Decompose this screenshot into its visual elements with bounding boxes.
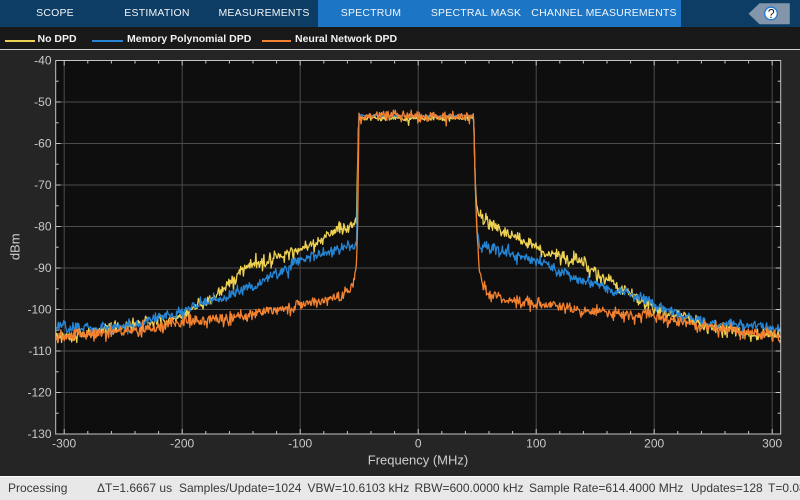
svg-text:-50: -50 xyxy=(34,95,52,109)
svg-text:-60: -60 xyxy=(34,137,52,151)
svg-text:dBm: dBm xyxy=(8,233,23,260)
svg-text:-110: -110 xyxy=(28,344,51,358)
svg-text:-300: -300 xyxy=(52,437,76,451)
svg-text:?: ? xyxy=(768,7,775,21)
svg-text:Frequency (MHz): Frequency (MHz) xyxy=(368,453,468,468)
svg-text:-80: -80 xyxy=(34,220,52,234)
svg-text:-100: -100 xyxy=(27,303,51,317)
svg-text:300: 300 xyxy=(762,437,782,451)
svg-text:-90: -90 xyxy=(34,261,52,275)
svg-text:100: 100 xyxy=(526,437,546,451)
svg-text:-100: -100 xyxy=(288,437,312,451)
svg-text:-200: -200 xyxy=(170,437,194,451)
svg-text:0: 0 xyxy=(415,437,422,451)
svg-text:-130: -130 xyxy=(27,427,51,441)
svg-text:200: 200 xyxy=(644,437,664,451)
svg-text:-40: -40 xyxy=(34,54,52,68)
svg-text:-70: -70 xyxy=(34,178,52,192)
svg-text:-120: -120 xyxy=(27,386,51,400)
